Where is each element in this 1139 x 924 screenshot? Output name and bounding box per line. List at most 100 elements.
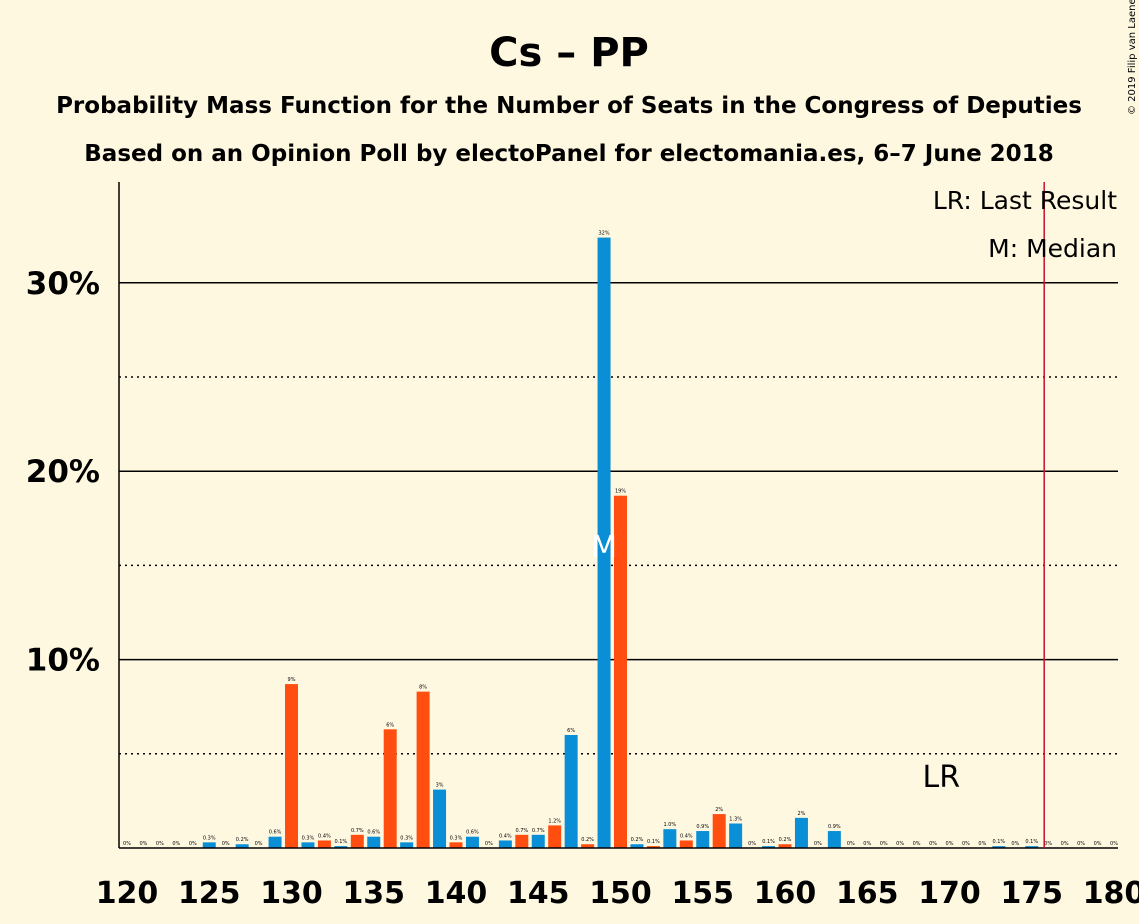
y-tick-label: 10% bbox=[26, 643, 100, 679]
data-label-seats-167: 0% bbox=[896, 841, 904, 847]
bar-seats-129 bbox=[268, 836, 282, 848]
bar-seats-149 bbox=[597, 237, 611, 849]
data-label-seats-161: 2% bbox=[797, 811, 805, 817]
bar-seats-127 bbox=[235, 844, 249, 848]
bars bbox=[202, 237, 1039, 849]
bar-seats-154 bbox=[679, 840, 693, 848]
x-tick-label: 175 bbox=[1000, 876, 1063, 911]
bar-seats-132 bbox=[317, 840, 331, 848]
data-label-seats-145: 0.7% bbox=[532, 828, 545, 834]
chart-title: Cs – PP bbox=[489, 30, 649, 76]
bar-seats-133 bbox=[334, 846, 348, 848]
data-label-seats-173: 0.1% bbox=[992, 839, 1005, 845]
data-label-seats-136: 6% bbox=[386, 722, 394, 728]
data-label-seats-128: 0% bbox=[255, 841, 263, 847]
x-tick-label: 155 bbox=[671, 876, 734, 911]
data-label-seats-158: 0% bbox=[748, 841, 756, 847]
chart-subtitle: Probability Mass Function for the Number… bbox=[56, 93, 1082, 119]
bar-seats-161 bbox=[794, 817, 808, 848]
data-label-seats-130: 9% bbox=[288, 677, 296, 683]
data-label-seats-178: 0% bbox=[1077, 841, 1085, 847]
legend-last-result: LR: Last Result bbox=[933, 186, 1117, 215]
copyright-notice: © 2019 Filip van Laenen bbox=[1127, 0, 1138, 115]
legend-median: M: Median bbox=[988, 234, 1117, 263]
bar-seats-143 bbox=[498, 840, 512, 848]
data-label-seats-124: 0% bbox=[189, 841, 197, 847]
data-label-seats-175: 0.1% bbox=[1025, 839, 1038, 845]
bar-seats-152 bbox=[646, 846, 660, 848]
bar-seats-144 bbox=[515, 834, 529, 848]
bar-seats-175 bbox=[1025, 846, 1039, 848]
data-label-seats-152: 0.1% bbox=[647, 839, 660, 845]
bar-seats-131 bbox=[301, 842, 315, 848]
data-label-seats-143: 0.4% bbox=[499, 833, 512, 839]
data-label-seats-129: 0.6% bbox=[269, 830, 282, 836]
data-label-seats-166: 0% bbox=[880, 841, 888, 847]
data-label-seats-126: 0% bbox=[222, 841, 230, 847]
bar-seats-136 bbox=[383, 729, 397, 848]
bar-seats-130 bbox=[285, 684, 298, 848]
y-axis-ticks: 10% 20% 30% bbox=[26, 266, 100, 679]
data-label-seats-160: 0.2% bbox=[779, 837, 792, 843]
bar-seats-159 bbox=[762, 846, 776, 848]
x-tick-label: 140 bbox=[425, 876, 488, 911]
data-label-seats-131: 0.3% bbox=[302, 835, 315, 841]
data-label-seats-135: 0.6% bbox=[367, 830, 380, 836]
x-tick-label: 170 bbox=[918, 876, 981, 911]
data-label-seats-164: 0% bbox=[847, 841, 855, 847]
y-tick-label: 30% bbox=[26, 266, 100, 302]
bar-seats-137 bbox=[400, 842, 414, 848]
data-label-seats-127: 0.2% bbox=[236, 837, 249, 843]
data-labels: 0% 0% 0% 0% 0% 0.3% 0% 0.2% 0% 0.6% 9% 0.3% 0.4% 0.1%… bbox=[123, 231, 1118, 847]
data-label-seats-156: 2% bbox=[715, 807, 723, 813]
last-result-marker: LR bbox=[922, 760, 960, 795]
data-label-seats-138: 8% bbox=[419, 685, 427, 691]
x-tick-label: 130 bbox=[260, 876, 323, 911]
bar-seats-140 bbox=[449, 842, 463, 848]
bar-seats-153 bbox=[663, 829, 677, 848]
data-label-seats-176: 0% bbox=[1044, 841, 1052, 847]
x-tick-label: 160 bbox=[754, 876, 817, 911]
x-tick-label: 165 bbox=[836, 876, 899, 911]
x-tick-label: 150 bbox=[589, 876, 652, 911]
data-label-seats-147: 6% bbox=[567, 728, 575, 734]
data-label-seats-153: 1.0% bbox=[663, 822, 676, 828]
data-label-seats-142: 0% bbox=[485, 841, 493, 847]
bar-seats-156 bbox=[712, 814, 726, 848]
data-label-seats-139: 3% bbox=[436, 783, 444, 789]
data-label-seats-144: 0.7% bbox=[515, 828, 528, 834]
median-marker: M bbox=[591, 530, 617, 565]
data-label-seats-171: 0% bbox=[962, 841, 970, 847]
data-label-seats-159: 0.1% bbox=[762, 839, 775, 845]
x-tick-label: 145 bbox=[507, 876, 570, 911]
bar-seats-146 bbox=[548, 825, 562, 848]
data-label-seats-121: 0% bbox=[139, 841, 147, 847]
bar-seats-155 bbox=[696, 831, 710, 848]
data-label-seats-168: 0% bbox=[913, 841, 921, 847]
data-label-seats-162: 0% bbox=[814, 841, 822, 847]
bar-seats-145 bbox=[531, 834, 545, 848]
data-label-seats-125: 0.3% bbox=[203, 835, 216, 841]
data-label-seats-177: 0% bbox=[1061, 841, 1069, 847]
data-label-seats-165: 0% bbox=[863, 841, 871, 847]
x-axis-ticks: 120 125 130 135 140 145 150 155 160 165 170 175 180 bbox=[96, 876, 1139, 911]
bar-seats-148 bbox=[581, 844, 595, 848]
y-tick-label: 20% bbox=[26, 454, 100, 490]
bar-seats-135 bbox=[367, 836, 381, 848]
x-tick-label: 135 bbox=[342, 876, 405, 911]
x-tick-label: 180 bbox=[1083, 876, 1139, 911]
data-label-seats-120: 0% bbox=[123, 841, 131, 847]
data-label-seats-155: 0.9% bbox=[696, 824, 709, 830]
data-label-seats-163: 0.9% bbox=[828, 824, 841, 830]
data-label-seats-149: 32% bbox=[598, 231, 609, 237]
data-label-seats-148: 0.2% bbox=[581, 837, 594, 843]
data-label-seats-180: 0% bbox=[1110, 841, 1118, 847]
data-label-seats-150: 19% bbox=[615, 489, 626, 495]
data-label-seats-123: 0% bbox=[172, 841, 180, 847]
data-label-seats-174: 0% bbox=[1011, 841, 1019, 847]
chart-source: Based on an Opinion Poll by electoPanel … bbox=[84, 141, 1053, 167]
bar-seats-125 bbox=[202, 842, 216, 848]
data-label-seats-141: 0.6% bbox=[466, 830, 479, 836]
data-label-seats-146: 1.2% bbox=[548, 818, 561, 824]
